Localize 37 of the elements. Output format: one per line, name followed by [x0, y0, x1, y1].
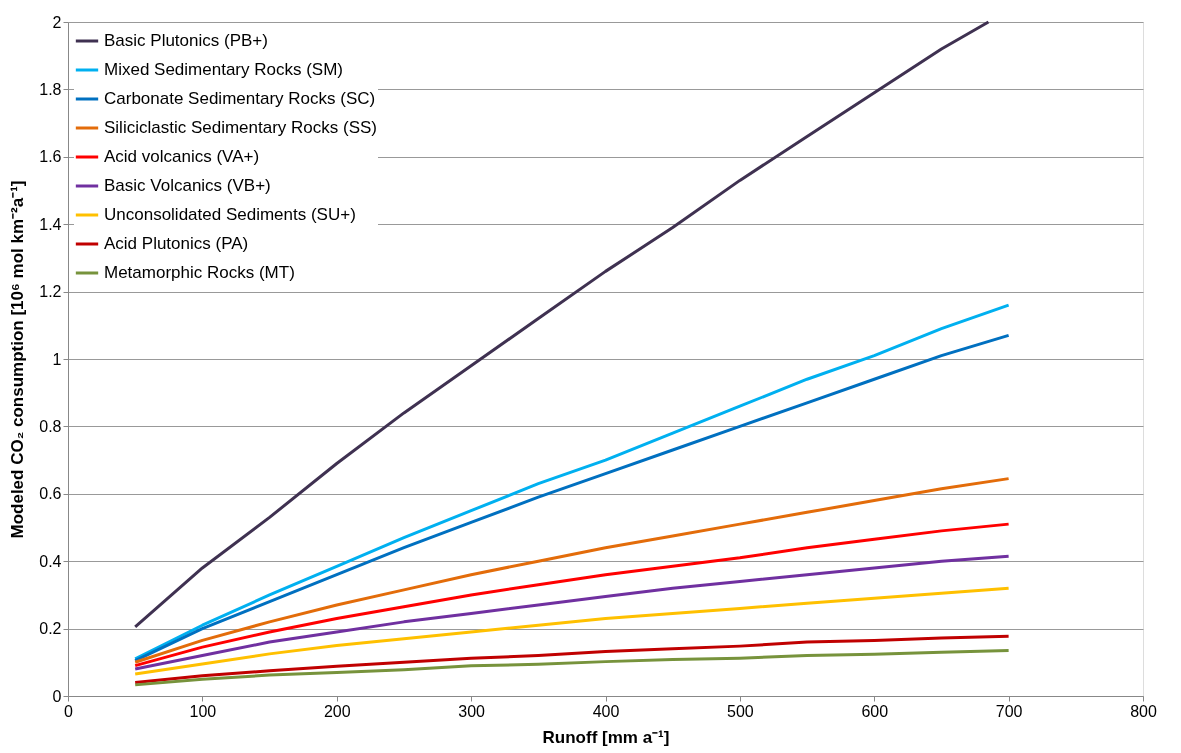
legend-label: Carbonate Sedimentary Rocks (SC): [104, 89, 376, 108]
line-series: [133, 634, 1011, 685]
y-tick-label: 0.2: [39, 620, 62, 638]
legend-label: Basic Volcanics (VB+): [104, 176, 271, 195]
y-tick-label: 0.4: [39, 552, 62, 570]
x-tick-label: 600: [861, 702, 889, 720]
y-tick-label: 2: [52, 13, 62, 31]
y-tick-label: 0: [52, 687, 62, 705]
x-tick-label: 800: [1130, 702, 1157, 720]
y-tick-label: 1.2: [39, 283, 62, 301]
line-series: [133, 586, 1011, 676]
legend-label: Metamorphic Rocks (MT): [104, 263, 295, 282]
x-tick-label: 100: [189, 702, 217, 720]
x-tick-label: 300: [458, 702, 486, 720]
x-tick-label: 0: [64, 702, 74, 720]
y-tick-label: 1.4: [39, 215, 62, 233]
y-tick-label: 1.8: [39, 80, 62, 98]
line-series: [133, 477, 1011, 664]
legend-label: Siliciclastic Sedimentary Rocks (SS): [104, 118, 378, 137]
x-tick-label: 200: [323, 702, 351, 720]
legend-label: Unconsolidated Sediments (SU+): [104, 205, 356, 224]
y-tick-label: 1: [52, 350, 62, 368]
x-tick-label: 500: [727, 702, 754, 720]
line-series: [133, 522, 1011, 668]
y-axis-title: Modeled CO₂ consumption [10⁶ mol km⁻²a⁻¹]: [8, 180, 28, 539]
y-tick-label: 0.6: [39, 485, 62, 503]
x-tick-label: 400: [592, 702, 620, 720]
legend-label: Basic Plutonics (PB+): [104, 31, 268, 50]
legend-label: Acid volcanics (VA+): [104, 147, 260, 166]
x-tick-label: 700: [995, 702, 1023, 720]
line-series: [133, 554, 1011, 671]
x-axis-title: Runoff [mm a⁻¹]: [542, 727, 670, 747]
y-tick-label: 1.6: [39, 148, 62, 166]
legend-label: Mixed Sedimentary Rocks (SM): [104, 60, 344, 79]
legend-label: Acid Plutonics (PA): [104, 234, 249, 253]
line-series: [133, 649, 1011, 687]
y-tick-label: 0.8: [39, 417, 62, 435]
